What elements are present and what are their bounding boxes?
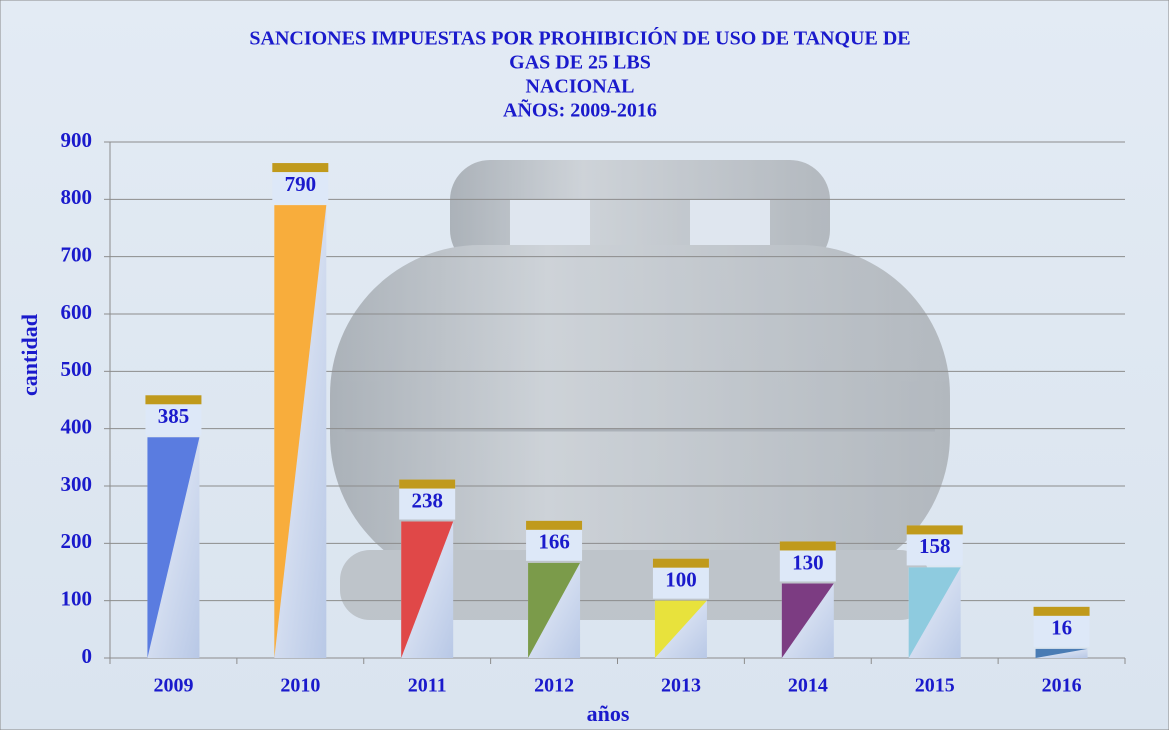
- value-label-band: [399, 479, 456, 489]
- value-label-band: [1033, 606, 1090, 616]
- x-tick-label: 2012: [534, 675, 574, 697]
- value-label-band: [906, 525, 963, 535]
- chart-title: SANCIONES IMPUESTAS POR PROHIBICIÓN DE U…: [249, 26, 910, 50]
- x-tick-label: 2015: [915, 675, 955, 697]
- value-label-band: [652, 558, 709, 568]
- x-tick-label: 2009: [153, 675, 193, 697]
- bar-shade: [781, 583, 834, 658]
- bar-shade: [1035, 648, 1088, 658]
- chart-title: GAS DE 25 LBS: [509, 52, 651, 74]
- y-tick-label: 100: [61, 586, 93, 610]
- value-label-band: [145, 395, 202, 405]
- value-label: 385: [158, 404, 190, 428]
- bar-shade: [401, 521, 454, 658]
- x-tick-label: 2013: [661, 675, 701, 697]
- chart-title: AÑOS: 2009-2016: [503, 99, 657, 122]
- y-tick-label: 400: [61, 414, 93, 438]
- value-label: 100: [665, 567, 697, 591]
- y-tick-label: 0: [82, 644, 93, 668]
- value-label: 130: [792, 550, 824, 574]
- x-axis-label: años: [587, 701, 630, 726]
- value-label: 166: [538, 530, 570, 554]
- x-tick-label: 2010: [280, 675, 320, 697]
- y-tick-label: 500: [61, 357, 93, 381]
- chart-title: NACIONAL: [526, 76, 635, 98]
- y-axis-label: cantidad: [17, 314, 42, 396]
- value-label-band: [526, 520, 583, 530]
- bar-shade: [147, 437, 200, 658]
- x-tick-label: 2011: [408, 675, 447, 697]
- y-tick-label: 200: [61, 529, 93, 553]
- y-tick-label: 600: [61, 300, 93, 324]
- value-label: 16: [1051, 616, 1072, 640]
- bar-shade: [528, 562, 581, 658]
- y-tick-label: 700: [61, 242, 93, 266]
- value-label-band: [779, 541, 836, 551]
- value-label: 238: [411, 488, 443, 512]
- x-tick-label: 2014: [788, 675, 828, 697]
- value-label: 158: [919, 534, 951, 558]
- y-tick-label: 900: [61, 128, 93, 152]
- bar-shade: [654, 600, 707, 658]
- y-tick-label: 800: [61, 185, 93, 209]
- value-label-band: [272, 163, 329, 173]
- y-tick-label: 300: [61, 472, 93, 496]
- bar-shade: [274, 205, 327, 659]
- bar-shade: [908, 567, 961, 658]
- x-tick-label: 2016: [1042, 675, 1082, 697]
- value-label: 790: [285, 172, 317, 196]
